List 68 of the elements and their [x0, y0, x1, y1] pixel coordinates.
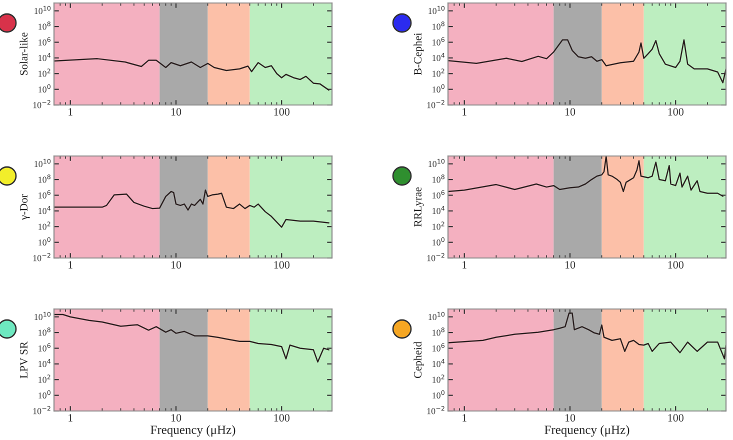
x-tick-label: 10 [565, 261, 576, 269]
y-tick-label: 10$^{2}$ [432, 222, 444, 230]
y-tick-label: 10$^{4}$ [432, 52, 445, 62]
x-tick-label: 1 [68, 108, 72, 116]
x-tick-label: 10 [565, 108, 576, 116]
x-tick-label: 10 [171, 414, 182, 422]
y-tick-label: 10$^{−2}$ [33, 252, 50, 262]
y-tick-label: 10$^{4}$ [38, 52, 51, 62]
y-tick-label: 10$^{8}$ [432, 174, 444, 183]
y-tick-label: 10$^{6}$ [38, 190, 51, 198]
y-tick-label: 10$^{10}$ [428, 6, 445, 14]
x-tick-label: 100 [274, 414, 290, 422]
y-tick-label: 10$^{0}$ [38, 390, 50, 399]
y-tick-label: 10$^{10}$ [34, 6, 51, 14]
x-tick-label: 1 [462, 108, 466, 116]
y-axis-title: Cepheid [414, 342, 424, 378]
x-tick-label: 100 [668, 108, 684, 116]
y-axis-title: B-Cephei [414, 32, 424, 75]
y-tick-label: 10$^{8}$ [432, 22, 444, 30]
y-tick-label: 10$^{6}$ [38, 343, 51, 352]
x-tick-label: 1 [462, 414, 466, 422]
y-tick-label: 10$^{10}$ [34, 158, 51, 168]
y-tick-label: 10$^{2}$ [38, 68, 50, 77]
y-tick-label: 10$^{0}$ [38, 84, 50, 93]
y-tick-label: 10$^{−2}$ [33, 406, 50, 414]
y-tick-label: 10$^{2}$ [38, 374, 50, 383]
x-tick-label: 100 [274, 261, 290, 269]
x-tick-label: 10 [171, 108, 182, 116]
y-tick-label: 10$^{−2}$ [427, 252, 444, 262]
y-axis-title: LPV SR [20, 341, 28, 378]
y-tick-label: 10$^{10}$ [34, 312, 51, 320]
y-tick-label: 10$^{4}$ [432, 206, 445, 214]
y-tick-label: 10$^{10}$ [428, 158, 445, 168]
y-tick-label: 10$^{2}$ [38, 222, 50, 230]
y-tick-label: 10$^{8}$ [38, 174, 50, 183]
y-axis-title: Solar-like [20, 32, 28, 76]
y-tick-label: 10$^{0}$ [432, 390, 444, 399]
x-tick-label: 1 [462, 261, 466, 268]
y-tick-label: 10$^{4}$ [38, 206, 51, 214]
y-tick-label: 10$^{4}$ [432, 358, 445, 368]
x-tick-label: 1 [68, 261, 72, 268]
y-tick-label: 10$^{−2}$ [427, 406, 444, 414]
x-tick-label: 1 [68, 414, 72, 422]
y-tick-label: 10$^{8}$ [38, 22, 50, 30]
y-axis-title: γ-Dor [20, 194, 30, 220]
y-tick-label: 10$^{6}$ [38, 37, 51, 46]
y-axis-title: RRLyrae [414, 187, 424, 227]
y-tick-label: 10$^{6}$ [432, 37, 445, 46]
x-tick-label: 100 [668, 414, 684, 422]
y-tick-label: 10$^{2}$ [432, 68, 444, 77]
y-tick-label: 10$^{−2}$ [427, 100, 444, 108]
x-tick-label: 10 [171, 261, 182, 269]
x-axis-title: Frequency (μHz) [150, 425, 236, 437]
y-tick-label: 10$^{−2}$ [33, 100, 50, 108]
y-tick-label: 10$^{0}$ [432, 237, 444, 246]
y-tick-label: 10$^{6}$ [432, 343, 445, 352]
y-tick-label: 10$^{8}$ [432, 328, 444, 336]
y-tick-label: 10$^{0}$ [38, 237, 50, 246]
y-tick-label: 10$^{6}$ [432, 190, 445, 198]
x-tick-label: 100 [668, 261, 684, 269]
y-tick-label: 10$^{8}$ [38, 328, 50, 336]
y-tick-label: 10$^{10}$ [428, 312, 445, 320]
y-tick-label: 10$^{4}$ [38, 358, 51, 368]
y-tick-label: 10$^{2}$ [432, 374, 444, 383]
y-tick-label: 10$^{0}$ [432, 84, 444, 93]
x-axis-title: Frequency (μHz) [544, 425, 630, 437]
x-tick-label: 100 [274, 108, 290, 116]
x-tick-label: 10 [565, 414, 576, 422]
